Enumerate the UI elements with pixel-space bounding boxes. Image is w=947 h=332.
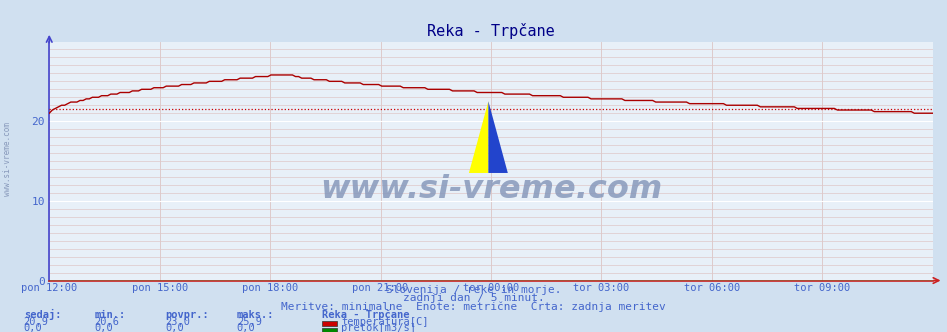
Title: Reka - Trpčane: Reka - Trpčane: [427, 23, 555, 39]
Text: zadnji dan / 5 minut.: zadnji dan / 5 minut.: [402, 293, 545, 303]
Text: pretok[m3/s]: pretok[m3/s]: [341, 323, 416, 332]
Text: www.si-vreme.com: www.si-vreme.com: [3, 123, 12, 196]
Polygon shape: [469, 101, 489, 173]
Text: 0,0: 0,0: [95, 323, 114, 332]
Text: min.:: min.:: [95, 310, 126, 320]
Text: 20,9: 20,9: [24, 317, 48, 327]
Polygon shape: [489, 101, 508, 173]
Text: temperatura[C]: temperatura[C]: [341, 317, 428, 327]
Text: www.si-vreme.com: www.si-vreme.com: [320, 174, 662, 205]
Text: 25,9: 25,9: [237, 317, 261, 327]
Text: 23,0: 23,0: [166, 317, 190, 327]
Text: 0,0: 0,0: [24, 323, 43, 332]
Text: 0,0: 0,0: [237, 323, 256, 332]
Text: Reka - Trpčane: Reka - Trpčane: [322, 309, 409, 320]
Text: 0,0: 0,0: [166, 323, 185, 332]
Text: Slovenija / reke in morje.: Slovenija / reke in morje.: [385, 285, 562, 295]
Text: maks.:: maks.:: [237, 310, 275, 320]
Text: povpr.:: povpr.:: [166, 310, 209, 320]
Text: 20,6: 20,6: [95, 317, 119, 327]
Text: sedaj:: sedaj:: [24, 309, 62, 320]
Text: Meritve: minimalne  Enote: metrične  Črta: zadnja meritev: Meritve: minimalne Enote: metrične Črta:…: [281, 300, 666, 312]
